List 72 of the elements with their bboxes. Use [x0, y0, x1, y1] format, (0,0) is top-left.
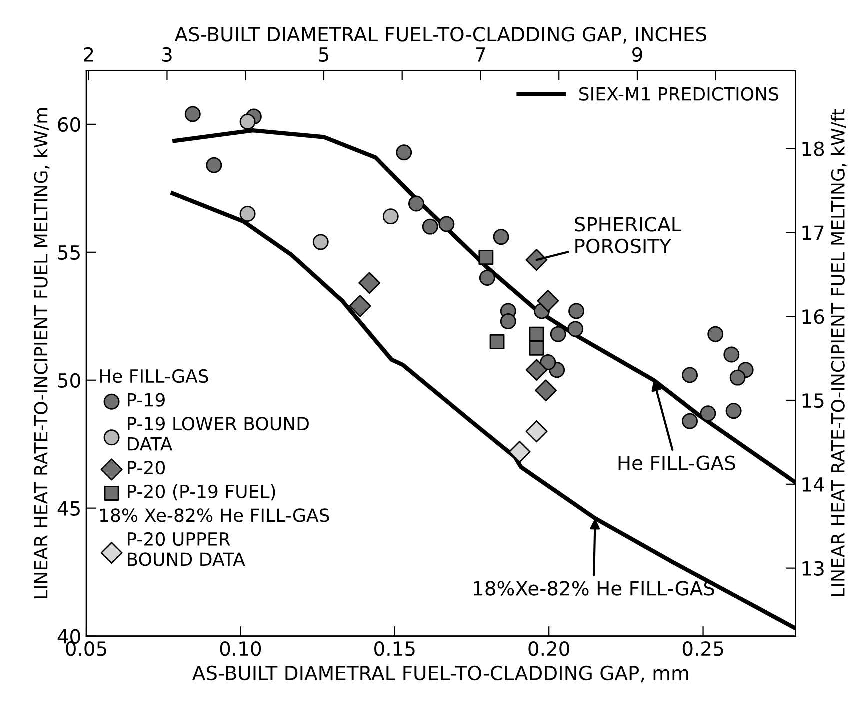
point [724, 346, 740, 363]
annotation: 18%Xe-82% He FILL-GAS [474, 581, 714, 596]
legend-label: P-19 [128, 393, 165, 407]
annotation: He FILL-GAS [618, 456, 736, 470]
point [382, 208, 399, 225]
point [312, 234, 329, 250]
point [408, 196, 424, 212]
legend-label: SIEX-M1 PREDICTIONS [580, 87, 779, 101]
y-tick-label: 50 [58, 373, 80, 388]
annotation: 18% Xe-82% He FILL-GAS [100, 508, 330, 522]
point [540, 354, 556, 370]
legend-label: P-20 [128, 461, 165, 475]
point [537, 290, 560, 312]
y2-axis-title: LINEAR HEAT RATE-TO-INCIPIENT FUEL MELTING, kW/ft [830, 110, 847, 596]
x-axis-title: AS-BUILT DIAMETRAL FUEL-TO-CLADDING GAP, mm [192, 666, 688, 683]
point [490, 334, 505, 350]
point [438, 216, 455, 232]
point [568, 321, 584, 338]
x-tick-label: 0.05 [66, 642, 106, 656]
point [479, 270, 496, 286]
annotation: He FILL-GAS [100, 369, 208, 384]
x-tick-label: 0.10 [220, 642, 262, 656]
y2-tick-label: 13 [802, 561, 824, 576]
point [550, 326, 566, 342]
y2-tick-label: 14 [802, 478, 824, 492]
y2-tick-label: 18 [802, 142, 824, 156]
x2-tick-label: 3 [162, 47, 172, 62]
x2-axis-title: AS-BUILT DIAMETRAL FUEL-TO-CLADDING GAP, INCHES [174, 27, 706, 44]
y2-tick-label: 15 [802, 394, 824, 408]
point [396, 144, 412, 161]
point [529, 326, 544, 342]
point [526, 420, 548, 443]
y2-tick-label: 17 [802, 226, 824, 240]
point [422, 218, 438, 235]
point [726, 403, 742, 420]
point [526, 249, 548, 272]
point [184, 106, 201, 122]
x2-tick-label: 2 [84, 47, 94, 62]
x2-tick-label: 5 [319, 48, 328, 62]
point [526, 359, 548, 382]
point [508, 441, 531, 464]
annotation: SPHERICAL POROSITY [575, 217, 682, 254]
y-axis-title: LINEAR HEAT RATE-TO-INCIPIENT FUEL MELTING, kW/m [34, 108, 50, 598]
point [682, 367, 698, 384]
point [358, 272, 381, 294]
x2-tick-label: 9 [632, 47, 642, 62]
y-tick-label: 45 [58, 502, 80, 516]
point [529, 340, 544, 356]
legend-label: P-19 LOWER BOUND DATA [128, 417, 309, 451]
point [682, 413, 698, 430]
point [349, 295, 372, 318]
point [708, 326, 724, 342]
y-tick-label: 55 [58, 246, 80, 260]
point [240, 114, 256, 130]
point [493, 229, 510, 246]
x-tick-label: 0.20 [528, 642, 570, 656]
point [478, 250, 494, 265]
legend-label: P-20 (P-19 FUEL) [128, 484, 276, 501]
x-tick-label: 0.25 [682, 642, 724, 656]
y-tick-label: 40 [58, 629, 80, 644]
point [535, 380, 557, 402]
point [206, 157, 222, 174]
legend-label: P-20 UPPER BOUND DATA [128, 532, 246, 566]
point [700, 406, 716, 422]
point [500, 314, 516, 330]
x2-tick-label: 7 [476, 48, 486, 62]
point [730, 370, 746, 386]
y-tick-label: 60 [58, 117, 80, 132]
x-tick-label: 0.15 [374, 642, 415, 656]
y2-tick-label: 16 [802, 310, 824, 324]
point [568, 303, 585, 320]
point [240, 206, 256, 222]
